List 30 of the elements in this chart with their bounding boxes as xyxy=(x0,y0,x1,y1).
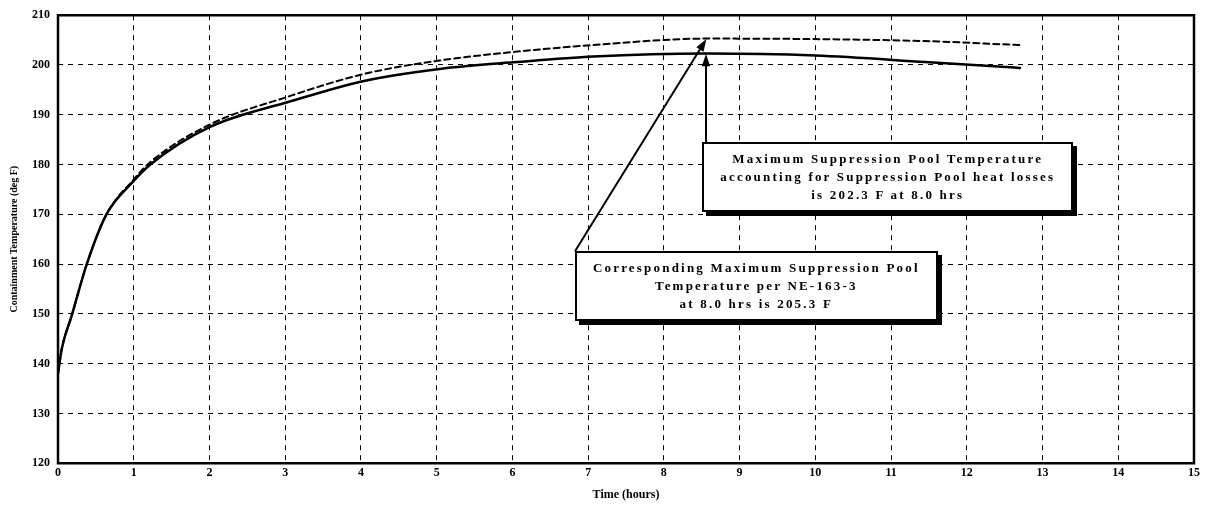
x-tick-label: 14 xyxy=(1112,465,1125,480)
x-tick-label: 3 xyxy=(282,465,289,480)
y-axis-title: Containment Temperature (deg F) xyxy=(7,165,20,313)
y-tick-label: 150 xyxy=(32,305,50,320)
annotation: Corresponding Maximum Suppression Pool Temperature per NE-163-3 at 8.0 hrs is 205.3 F xyxy=(574,250,938,321)
x-tick-label: 10 xyxy=(809,465,822,480)
y-tick-label: 190 xyxy=(32,106,50,121)
y-tick-label: 130 xyxy=(32,405,50,420)
y-tick-label: 170 xyxy=(32,206,50,221)
x-tick-label: 2 xyxy=(206,465,213,480)
x-tick-label: 11 xyxy=(885,465,897,480)
y-tick-label: 120 xyxy=(32,455,50,470)
y-tick-label: 210 xyxy=(32,7,50,22)
x-tick-label: 12 xyxy=(960,465,973,480)
x-tick-label: 9 xyxy=(736,465,743,480)
x-tick-label: 7 xyxy=(585,465,592,480)
x-tick-label: 4 xyxy=(357,465,364,480)
y-tick-label: 180 xyxy=(32,156,50,171)
y-tick-label: 200 xyxy=(32,57,50,72)
x-tick-label: 8 xyxy=(660,465,667,480)
x-tick-label: 15 xyxy=(1188,465,1200,480)
x-tick-label: 6 xyxy=(509,465,516,480)
x-tick-label: 13 xyxy=(1036,465,1049,480)
x-tick-label: 0 xyxy=(55,465,61,480)
x-tick-label: 5 xyxy=(433,465,440,480)
x-axis-title: Time (hours) xyxy=(592,486,660,501)
annotation: Maximum Suppression Pool Temperature accounting for Suppression Pool heat losses is 202.3 F at 8.0 hrs xyxy=(702,142,1074,213)
x-tick-label: 1 xyxy=(130,465,137,480)
y-tick-label: 140 xyxy=(32,355,50,370)
y-tick-label: 160 xyxy=(32,256,50,271)
